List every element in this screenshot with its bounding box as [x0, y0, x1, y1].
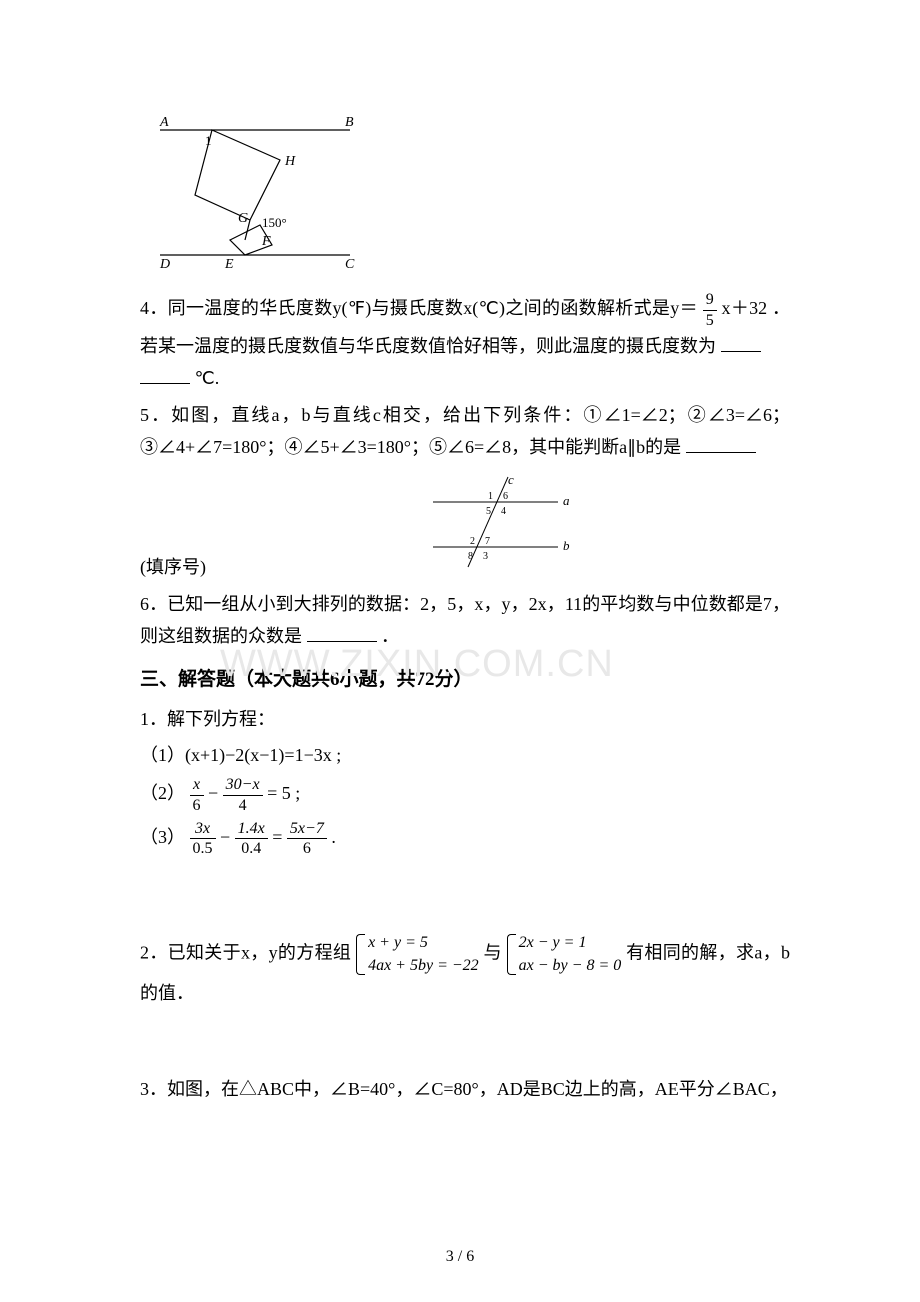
label-H: H — [284, 154, 296, 169]
p1-eq2-prefix: （2） — [140, 783, 185, 803]
q5-svg: a b c 1 6 5 4 2 7 8 3 — [408, 472, 588, 572]
q5-label-a: a — [563, 493, 570, 508]
q4-text-b: x＋32 — [722, 298, 768, 318]
q5-row: (填序号) a b c 1 6 5 4 2 7 8 3 — [140, 467, 790, 587]
figure-q5: a b c 1 6 5 4 2 7 8 3 — [206, 472, 790, 582]
q5-a5: 5 — [486, 506, 491, 517]
q5-a7: 7 — [485, 536, 490, 547]
p1-eq3-prefix: （3） — [140, 827, 185, 847]
p2-text-a: 2．已知关于x，y的方程组 — [140, 943, 351, 963]
p2-text-b: 与 — [484, 943, 502, 963]
p1-eq3-f1: 3x 0.5 — [190, 819, 216, 858]
q4-fraction: 9 5 — [703, 290, 717, 329]
q6-text-b: ． — [381, 626, 399, 646]
q4-frac-num: 9 — [703, 290, 717, 310]
q4-text-a: 4．同一温度的华氏度数y(℉)与摄氏度数x(℃)之间的函数解析式是y＝ — [140, 298, 698, 318]
spacer-1 — [140, 862, 790, 932]
q5-a3: 3 — [483, 551, 488, 562]
q5-a2: 2 — [470, 536, 475, 547]
p2-system1: x + y = 5 4ax + 5by = −22 — [356, 932, 479, 977]
p1-eq3-f1-den: 0.5 — [190, 839, 216, 858]
p1-eq2-suffix: = 5 ; — [267, 783, 300, 803]
q5-text-b: (填序号) — [140, 557, 206, 577]
p2-sys1-l2: 4ax + 5by = −22 — [368, 955, 479, 977]
q4-text-d: ℃. — [195, 368, 220, 388]
q4-blank1 — [721, 334, 761, 352]
p1-eq3-f2-num: 1.4x — [235, 819, 268, 839]
p1-eq3: （3） 3x 0.5 − 1.4x 0.4 = 5x−7 6 . — [140, 819, 790, 858]
p1-eq3-f1-num: 3x — [190, 819, 216, 839]
q5-a6: 6 — [503, 491, 508, 502]
spacer-2 — [140, 1013, 790, 1073]
p1-eq3-suffix: . — [331, 827, 336, 847]
question-4: 4．同一温度的华氏度数y(℉)与摄氏度数x(℃)之间的函数解析式是y＝ 9 5 … — [140, 290, 790, 394]
label-E: E — [224, 257, 234, 270]
q5-label-c: c — [508, 472, 514, 487]
q5-label-b: b — [563, 538, 570, 553]
q6-text-a: 6．已知一组从小到大排列的数据：2，5，x，y，2x，11的平均数与中位数都是7… — [140, 594, 790, 646]
problem-2: 2．已知关于x，y的方程组 x + y = 5 4ax + 5by = −22 … — [140, 932, 790, 1009]
section-3-header: 三、解答题（本大题共6小题，共72分） — [140, 663, 790, 697]
p1-eq2-f1-den: 6 — [190, 796, 204, 815]
label-G: G — [238, 211, 248, 226]
p1-eq3-f3-den: 6 — [287, 839, 327, 858]
p2-sys1-l1: x + y = 5 — [368, 932, 479, 954]
label-150: 150° — [262, 215, 287, 230]
p3-text: 3．如图，在△ABC中，∠B=40°，∠C=80°，AD是BC边上的高，AE平分… — [140, 1079, 788, 1099]
label-F: F — [261, 234, 271, 249]
p1-eq3-f3-num: 5x−7 — [287, 819, 327, 839]
p1-eq2: （2） x 6 − 30−x 4 = 5 ; — [140, 775, 790, 814]
figure-q3: A B 1 H G 150° F E D C — [150, 110, 790, 280]
p1-eq2-f2: 30−x 4 — [223, 775, 263, 814]
q5-a1: 1 — [488, 491, 493, 502]
problem-1-heading: 1．解下列方程： — [140, 703, 790, 735]
p1-eq3-minus1: − — [220, 827, 235, 847]
p1-eq3-f2-den: 0.4 — [235, 839, 268, 858]
label-C: C — [345, 257, 355, 270]
p1-eq2-f2-num: 30−x — [223, 775, 263, 795]
q5-blank — [686, 435, 756, 453]
q5-a4: 4 — [501, 506, 506, 517]
label-A: A — [159, 115, 169, 130]
p2-sys2-l2: ax − by − 8 = 0 — [519, 955, 622, 977]
p1-eq3-eq: = — [272, 827, 287, 847]
q4-frac-den: 5 — [703, 311, 717, 330]
page-number: 3 / 6 — [0, 1243, 920, 1272]
label-D: D — [159, 257, 170, 270]
p1-eq2-minus: − — [208, 783, 218, 803]
q6-blank — [307, 624, 377, 642]
p1-eq2-f1: x 6 — [190, 775, 204, 814]
p1-eq1: （1）(x+1)−2(x−1)=1−3x ; — [140, 745, 341, 765]
label-angle1: 1 — [205, 133, 212, 148]
p1-eq3-f3: 5x−7 6 — [287, 819, 327, 858]
problem-3: 3．如图，在△ABC中，∠B=40°，∠C=80°，AD是BC边上的高，AE平分… — [140, 1073, 790, 1105]
question-6: 6．已知一组从小到大排列的数据：2，5，x，y，2x，11的平均数与中位数都是7… — [140, 588, 790, 653]
question-5: 5．如图，直线a，b与直线c相交，给出下列条件：①∠1=∠2；②∠3=∠6；③∠… — [140, 399, 790, 464]
p1-eq3-f2: 1.4x 0.4 — [235, 819, 268, 858]
q5-a8: 8 — [468, 551, 473, 562]
p2-sys2-l1: 2x − y = 1 — [519, 932, 622, 954]
q3-svg: A B 1 H G 150° F E D C — [150, 110, 360, 270]
p1-eq2-f2-den: 4 — [223, 796, 263, 815]
label-B: B — [345, 115, 354, 130]
p1-eq2-f1-num: x — [190, 775, 204, 795]
q4-blank2 — [140, 366, 190, 384]
p2-system2: 2x − y = 1 ax − by − 8 = 0 — [507, 932, 622, 977]
